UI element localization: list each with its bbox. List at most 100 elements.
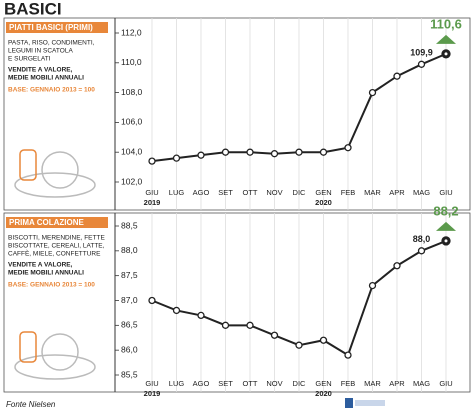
data-point	[172, 154, 181, 162]
description: BISCOTTI, MERENDINE, FETTE	[8, 235, 105, 242]
year-label: 2020	[315, 389, 332, 398]
y-tick-label: 112,0	[121, 27, 142, 37]
description: LEGUMI IN SCATOLA	[8, 48, 73, 55]
data-point	[172, 306, 181, 315]
year-label: 2019	[144, 389, 161, 398]
panel-header	[6, 22, 108, 33]
source: Fonte Nielsen	[6, 400, 56, 409]
data-point	[319, 148, 328, 156]
description: CAFFÈ, MIELE, CONFETTURE	[8, 249, 101, 258]
base-note: BASE: GENNAIO 2013 = 100	[8, 87, 95, 94]
plot-frame	[3, 212, 471, 393]
x-tick-label: AGO	[193, 379, 210, 388]
arrow	[436, 34, 456, 44]
x-tick-label: GIU	[145, 379, 158, 388]
data-point	[221, 148, 230, 156]
data-point	[319, 336, 328, 344]
data-point	[246, 148, 254, 156]
x-tick-label: OTT	[243, 379, 258, 388]
measure: VENDITE A VALORE,	[8, 262, 73, 269]
panel-header	[6, 217, 108, 228]
year-label: 2020	[315, 198, 332, 207]
x-tick-label: GIU	[145, 188, 158, 197]
y-tick-label: 86,0	[121, 344, 138, 354]
x-tick-label: LUG	[169, 379, 185, 388]
data-point	[197, 311, 205, 320]
data-point	[221, 321, 230, 329]
y-tick-label: 106,0	[121, 117, 143, 127]
data-point	[393, 72, 401, 80]
x-tick-label: OTT	[243, 188, 258, 197]
description: E SURGELATI	[8, 56, 51, 63]
data-point-center	[444, 52, 448, 56]
description: BISCOTTATE, CEREALI, LATTE,	[8, 243, 105, 250]
y-tick-label: 110,0	[121, 57, 142, 67]
value-label: 110,6	[430, 16, 462, 31]
x-tick-label: APR	[389, 188, 405, 197]
x-tick-label: NOV	[266, 379, 282, 388]
page-title: BASICI	[4, 0, 62, 18]
data-point	[368, 281, 377, 290]
x-tick-label: MAG	[413, 188, 430, 197]
y-tick-label: 102,0	[121, 176, 143, 186]
data-point	[197, 151, 205, 159]
data-point	[417, 60, 426, 68]
panel-title: PIATTI BASICI (PRIMI)	[9, 23, 93, 32]
value-label: 88,2	[433, 203, 458, 218]
logo	[355, 400, 385, 406]
x-tick-label: GEN	[315, 188, 331, 197]
illustration	[14, 354, 96, 380]
x-tick-label: FEB	[341, 188, 356, 197]
x-tick-label: GEN	[315, 379, 331, 388]
x-tick-label: MAG	[413, 379, 430, 388]
illustration	[14, 172, 96, 198]
x-tick-label: MAR	[364, 188, 381, 197]
y-tick-label: 88,5	[121, 220, 138, 230]
y-tick-label: 87,0	[121, 295, 138, 305]
data-point	[344, 144, 352, 152]
data-point	[344, 351, 352, 359]
y-tick-label: 104,0	[121, 146, 143, 156]
data-point	[368, 88, 377, 97]
measure: MEDIE MOBILI ANNUALI	[8, 270, 84, 277]
y-tick-label: 88,0	[121, 245, 138, 255]
y-tick-label: 87,5	[121, 270, 138, 280]
data-point	[148, 296, 156, 305]
x-tick-label: NOV	[266, 188, 282, 197]
measure: MEDIE MOBILI ANNUALI	[8, 75, 84, 82]
x-tick-label: LUG	[169, 188, 185, 197]
data-point	[246, 321, 254, 329]
data-point	[295, 148, 303, 156]
x-tick-label: FEB	[341, 379, 356, 388]
x-tick-label: DIC	[293, 188, 307, 197]
data-point-center	[444, 239, 448, 243]
illustration	[41, 333, 79, 371]
x-tick-label: AGO	[193, 188, 210, 197]
data-point	[393, 262, 401, 270]
data-point	[295, 341, 303, 349]
panel-title: PRIMA COLAZIONE	[9, 218, 84, 227]
y-tick-label: 86,5	[121, 320, 138, 330]
base-note: BASE: GENNAIO 2013 = 100	[8, 282, 95, 289]
x-tick-label: GIU	[439, 379, 452, 388]
measure: VENDITE A VALORE,	[8, 67, 73, 74]
x-tick-label: SET	[218, 188, 233, 197]
x-tick-label: APR	[389, 379, 405, 388]
x-tick-label: DIC	[293, 379, 307, 388]
logo	[345, 398, 353, 408]
x-tick-label: SET	[218, 379, 233, 388]
data-point	[417, 247, 426, 255]
description: PASTA, RISO, CONDIMENTI,	[8, 40, 95, 47]
x-tick-label: MAR	[364, 379, 381, 388]
data-point	[270, 150, 279, 158]
arrow	[436, 221, 456, 231]
illustration	[41, 151, 79, 189]
data-point	[270, 331, 279, 339]
illustration	[19, 331, 37, 363]
value-label: 109,9	[410, 48, 433, 58]
x-tick-label: GIU	[439, 188, 452, 197]
data-point	[148, 157, 156, 165]
y-tick-label: 85,5	[121, 369, 138, 379]
illustration	[19, 149, 37, 181]
